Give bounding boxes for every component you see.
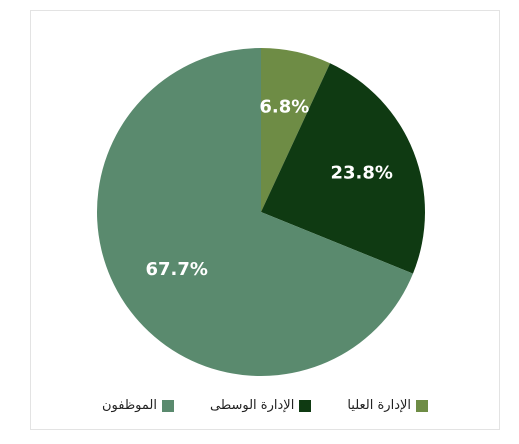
slice-label-top-management: 6.8% bbox=[259, 96, 309, 117]
legend-label-middle-management: الإدارة الوسطى bbox=[209, 398, 295, 413]
pie-slice-middle-management bbox=[261, 63, 425, 274]
legend-item-middle-management: الإدارة الوسطى bbox=[209, 398, 312, 413]
legend: الإدارة العليا الإدارة الوسطى الموظفون bbox=[30, 398, 500, 413]
slice-label-employees: 67.7% bbox=[145, 259, 207, 280]
slice-label-middle-management: 23.8% bbox=[330, 162, 392, 183]
legend-swatch-middle-management bbox=[299, 399, 312, 412]
pie-slices bbox=[96, 47, 425, 377]
pie-slice-top-management bbox=[261, 48, 331, 212]
legend-swatch-top-management bbox=[416, 399, 429, 412]
legend-swatch-employees bbox=[161, 399, 174, 412]
legend-item-top-management: الإدارة العليا bbox=[347, 398, 429, 413]
legend-label-employees: الموظفون bbox=[101, 398, 157, 413]
legend-label-top-management: الإدارة العليا bbox=[347, 398, 412, 413]
legend-item-employees: الموظفون bbox=[102, 398, 174, 413]
pie-labels: 6.8% 23.8% 67.7% bbox=[145, 96, 392, 280]
pie-slice-employees bbox=[96, 47, 413, 377]
